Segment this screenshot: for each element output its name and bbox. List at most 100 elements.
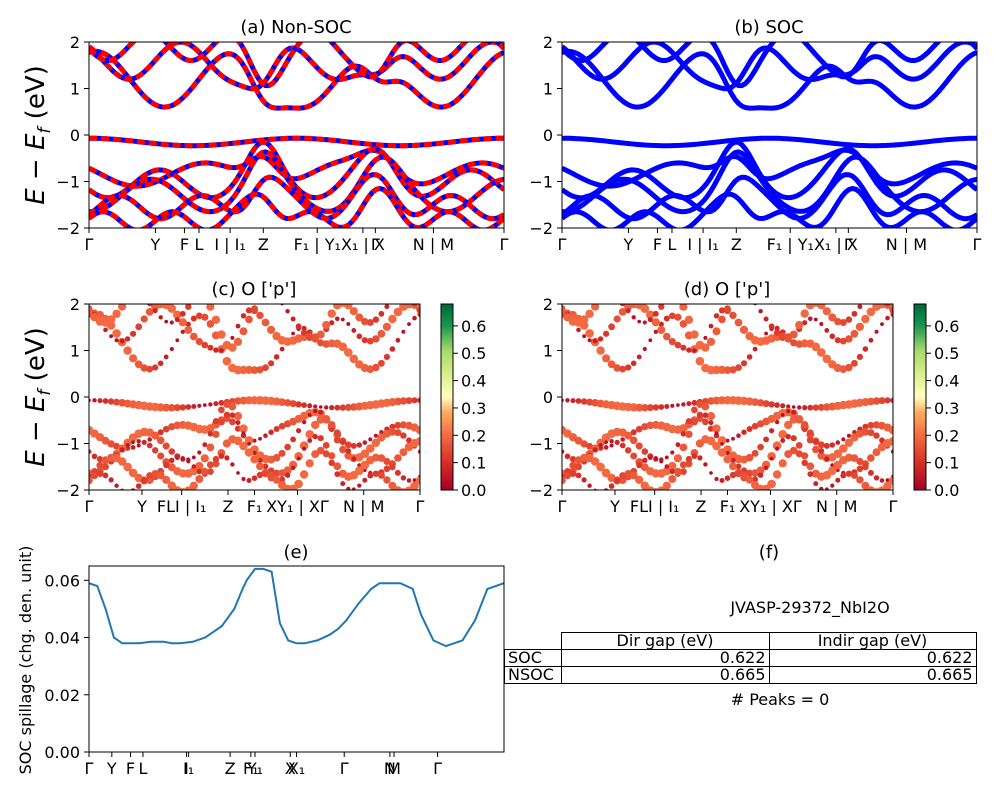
projection-point (97, 398, 103, 404)
projection-point (835, 477, 841, 483)
projection-point (106, 315, 116, 324)
projection-point (123, 438, 132, 447)
panel-f-title: (f) (759, 542, 779, 563)
projection-point (630, 452, 638, 460)
projection-point (261, 318, 270, 327)
projection-point (746, 426, 753, 432)
projection-point (789, 446, 798, 455)
projection-point (245, 315, 253, 324)
projection-point (185, 304, 192, 310)
projection-point (368, 437, 373, 442)
projection-point (702, 412, 709, 419)
projection-point (239, 327, 248, 336)
projection-point (252, 438, 257, 443)
projection-point (329, 405, 335, 411)
projection-point (708, 323, 714, 329)
projection-point (845, 363, 853, 372)
projection-point (585, 309, 594, 318)
projection-point (735, 463, 742, 470)
ylabel-row2: E − Ef (eV) (21, 327, 55, 467)
projection-point (222, 356, 232, 366)
projection-point (824, 328, 830, 333)
projection-point (311, 420, 320, 430)
projection-point (729, 471, 737, 479)
projection-point (206, 461, 214, 469)
projection-point (415, 426, 420, 435)
bands-soc (562, 42, 977, 228)
projection-point (795, 415, 804, 424)
soc-indir-gap: 0.622 (768, 649, 977, 667)
projection-point (256, 462, 264, 471)
projection-point (393, 307, 403, 317)
projection-point (880, 322, 884, 326)
band-line (562, 185, 977, 228)
projection-point (863, 298, 867, 302)
projection-point (570, 398, 576, 404)
colorbar-c (440, 303, 454, 491)
x-tick-label: N | M (413, 235, 454, 254)
projection-point (294, 452, 303, 461)
projection-point (407, 295, 412, 300)
peaks-count: # Peaks = 0 (730, 690, 830, 709)
projection-point (752, 346, 758, 352)
projection-point (685, 460, 693, 468)
projection-point (740, 360, 748, 367)
projection-point (808, 316, 813, 322)
projection-point (586, 398, 594, 406)
projection-point (283, 399, 292, 407)
projection-point (706, 412, 716, 421)
y-tick-label: 0.02 (44, 686, 80, 705)
projection-point (301, 402, 307, 408)
projection-point (131, 440, 135, 445)
projection-point (273, 354, 280, 360)
projection-point (141, 477, 148, 484)
projection-point (217, 330, 226, 339)
panel-e-title: (e) (283, 542, 308, 563)
x-tick-label: Γ (371, 235, 380, 254)
projection-point (597, 296, 605, 304)
projection-point (371, 438, 381, 447)
projection-point (352, 487, 356, 490)
projection-point (322, 320, 331, 330)
x-tick-label: Γ (85, 759, 94, 778)
projection-point (603, 488, 609, 490)
projection-point (206, 320, 215, 328)
projection-point (197, 403, 202, 408)
projection-point (784, 420, 793, 430)
projection-point (189, 466, 199, 476)
x-tick-label: Y₁ (246, 759, 263, 778)
band-line-overlay (89, 42, 504, 89)
projection-point (856, 353, 864, 360)
projection-point (866, 486, 875, 490)
projection-point (190, 297, 197, 304)
projection-point (318, 409, 324, 415)
projection-point (591, 304, 600, 311)
projection-point (195, 461, 204, 471)
projection-point (372, 363, 380, 372)
projection-point (562, 476, 566, 485)
projection-point (888, 426, 893, 435)
projection-point (624, 431, 633, 440)
projection-point (185, 404, 192, 410)
projection-point (147, 437, 152, 442)
projection-point (334, 404, 341, 411)
projection-point (302, 446, 307, 451)
projection-point (685, 455, 693, 463)
projection-point (112, 329, 121, 338)
projection-point (597, 336, 604, 342)
table-row: SOC 0.622 0.622 (504, 649, 977, 667)
colorbar-tick-label: 0.2 (461, 426, 486, 445)
projection-point (246, 478, 252, 483)
projection-point (300, 329, 308, 336)
projection-point (679, 304, 688, 311)
projection-point (152, 447, 159, 454)
projection-point (806, 429, 814, 437)
projection-point (670, 450, 675, 455)
projection-point (872, 448, 881, 457)
projection-point (196, 312, 203, 320)
projection-point (339, 438, 346, 446)
projection-point (218, 453, 225, 459)
projection-point (233, 412, 243, 421)
projection-point (273, 426, 280, 432)
